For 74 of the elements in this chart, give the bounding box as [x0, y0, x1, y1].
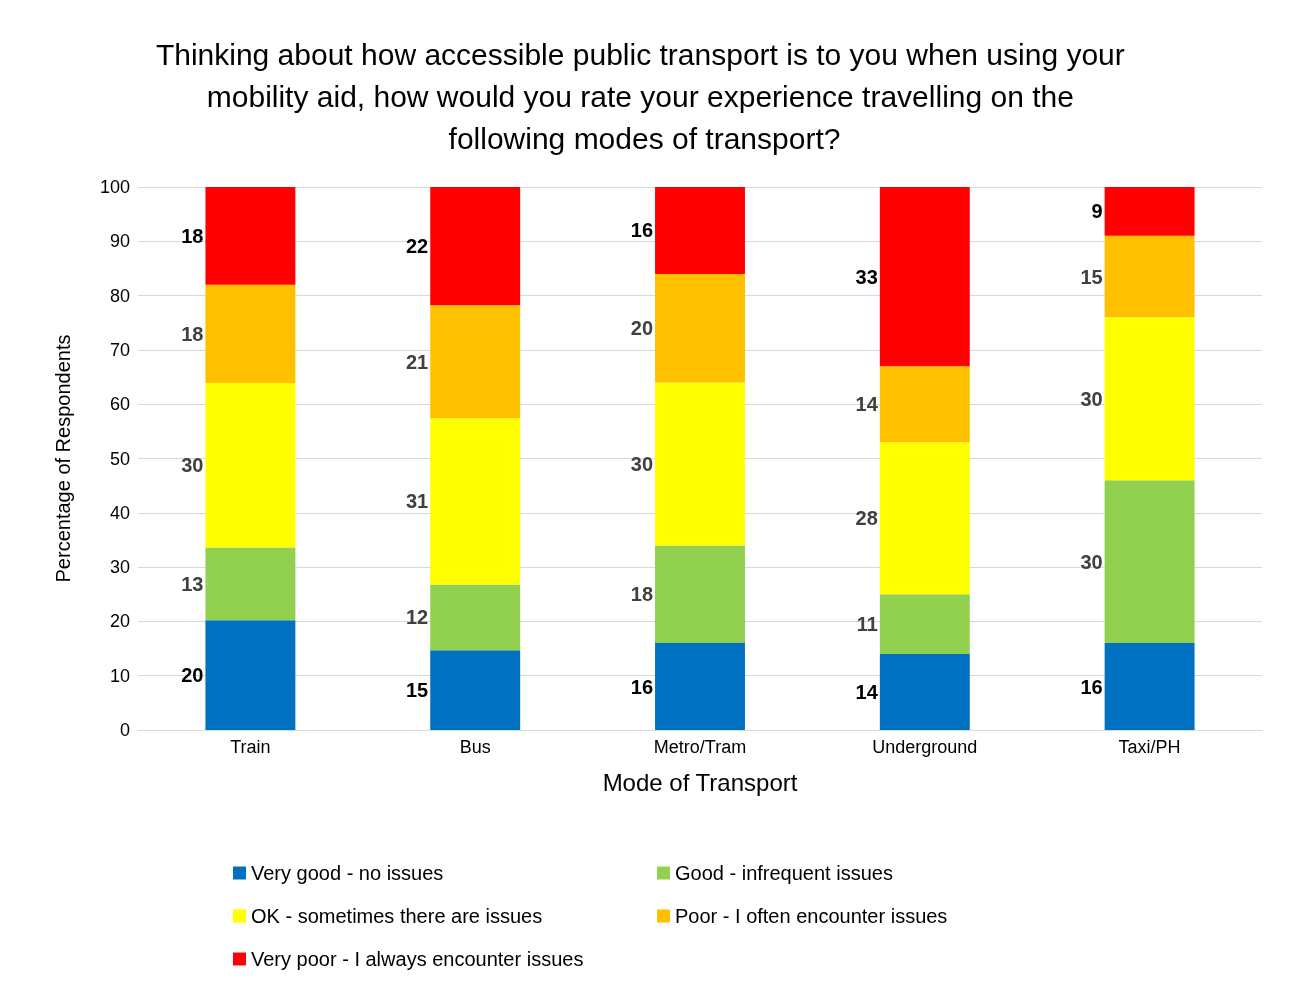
bar — [879, 187, 970, 367]
y-axis-title: Percentage of Respondents — [52, 334, 74, 583]
legend-label: Good - infrequent issues — [675, 862, 893, 884]
bar — [879, 442, 970, 595]
bar — [655, 187, 745, 274]
bar — [205, 620, 296, 730]
bar — [1104, 643, 1195, 730]
bar — [879, 366, 970, 443]
y-tick-label: 50 — [109, 448, 130, 469]
data-label: 30 — [1080, 387, 1103, 410]
y-tick-label: 20 — [109, 611, 130, 632]
bar — [655, 273, 745, 383]
bar — [1104, 235, 1195, 318]
bar — [205, 547, 296, 621]
data-label: 28 — [855, 507, 878, 530]
data-label: 15 — [1080, 265, 1103, 288]
bar — [430, 187, 521, 306]
bar — [655, 382, 745, 546]
legend-label: Poor - I often encounter issues — [675, 905, 948, 927]
data-label: 14 — [855, 393, 879, 416]
legend-label: Very poor - I always encounter issues — [251, 948, 584, 970]
data-label: 31 — [405, 490, 429, 513]
y-tick-label: 10 — [109, 665, 130, 686]
data-label: 14 — [855, 680, 879, 703]
data-label: 13 — [181, 572, 204, 595]
bar — [655, 545, 745, 644]
y-tick-label: 30 — [109, 557, 130, 578]
bar — [1104, 317, 1195, 481]
bar — [655, 643, 745, 730]
y-tick-label: 60 — [109, 394, 130, 415]
data-label: 16 — [630, 675, 654, 698]
bar — [1104, 187, 1195, 236]
data-label: 18 — [181, 224, 204, 247]
bar — [430, 305, 521, 419]
x-axis-title: Mode of Transport — [602, 768, 798, 796]
data-label: 33 — [855, 265, 878, 288]
bar — [205, 187, 296, 285]
data-label: 12 — [405, 606, 429, 629]
y-tick-label: 40 — [109, 502, 130, 523]
data-label: 20 — [181, 664, 204, 687]
bar — [430, 584, 521, 651]
data-label: 16 — [630, 219, 654, 242]
data-label: 21 — [405, 350, 429, 373]
y-tick-label: 0 — [119, 720, 130, 740]
data-label: 18 — [630, 583, 654, 606]
data-label: 22 — [405, 235, 429, 258]
data-label: 16 — [1080, 675, 1103, 698]
x-tick-label: Taxi/PH — [1118, 737, 1181, 757]
x-tick-label: Metro/Tram — [653, 737, 747, 757]
y-tick-label: 100 — [99, 177, 130, 197]
data-label: 30 — [181, 454, 204, 477]
bar — [205, 383, 296, 548]
data-label: 15 — [405, 679, 429, 702]
legend-label: Very good - no issues — [251, 862, 444, 884]
bar — [430, 650, 521, 730]
x-tick-label: Bus — [459, 737, 491, 757]
data-label: 30 — [630, 452, 654, 475]
legend-label: OK - sometimes there are issues — [251, 905, 543, 927]
data-label: 11 — [856, 613, 878, 636]
chart-title: Thinking about how accessible public transport is to you when using your mobility aid, how would you rate your experience travelling on the following modes of transport? — [155, 37, 1134, 155]
data-label: 20 — [630, 317, 654, 340]
data-label: 30 — [1080, 550, 1103, 573]
x-tick-label: Train — [230, 737, 271, 757]
bar — [879, 594, 970, 654]
y-tick-label: 70 — [109, 339, 130, 360]
data-label: 9 — [1091, 200, 1103, 223]
x-tick-label: Underground — [872, 737, 978, 757]
y-tick-label: 90 — [109, 231, 130, 252]
bar — [1104, 480, 1195, 644]
bar — [430, 418, 521, 585]
data-label: 18 — [181, 322, 204, 345]
bar — [879, 653, 970, 730]
bar — [205, 284, 296, 384]
y-tick-label: 80 — [109, 285, 130, 306]
